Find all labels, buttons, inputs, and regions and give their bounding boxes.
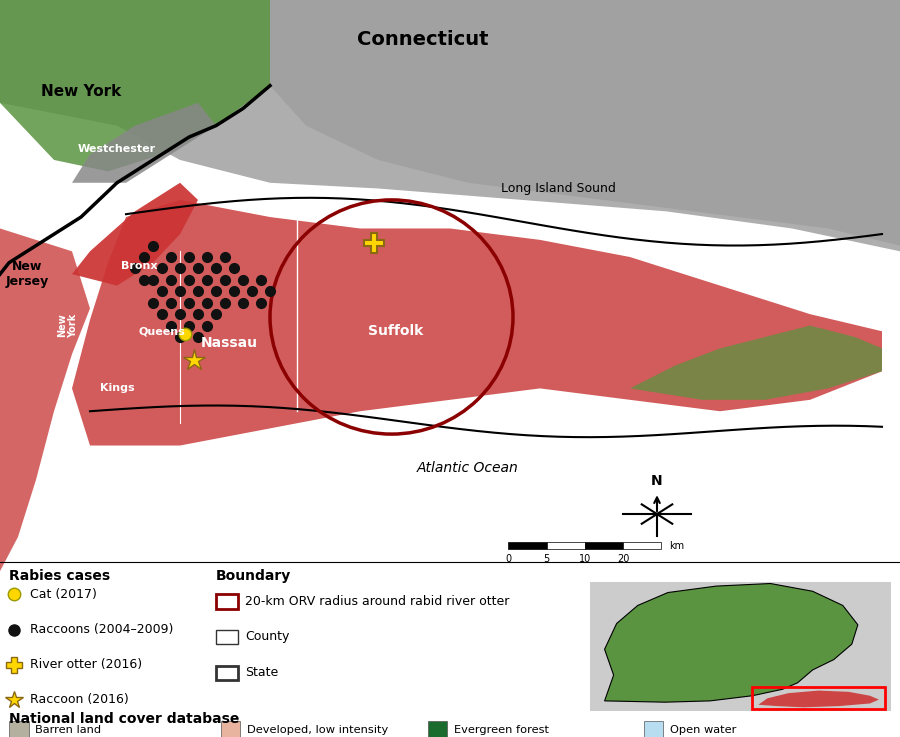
Polygon shape xyxy=(72,103,216,183)
Polygon shape xyxy=(72,183,198,286)
Bar xyxy=(508,542,546,550)
Text: Developed, low intensity: Developed, low intensity xyxy=(247,724,388,735)
Text: Kings: Kings xyxy=(100,383,134,394)
Text: 5: 5 xyxy=(544,554,550,564)
Text: N: N xyxy=(652,474,662,488)
Polygon shape xyxy=(590,582,891,711)
Polygon shape xyxy=(270,0,900,245)
Text: Raccoon (2016): Raccoon (2016) xyxy=(30,694,129,707)
FancyBboxPatch shape xyxy=(644,721,663,737)
Text: River otter (2016): River otter (2016) xyxy=(30,658,142,671)
Polygon shape xyxy=(72,200,882,445)
Text: Evergreen forest: Evergreen forest xyxy=(454,724,549,735)
Text: National land cover database: National land cover database xyxy=(9,712,239,726)
Text: State: State xyxy=(245,666,278,680)
Text: Cat (2017): Cat (2017) xyxy=(30,588,96,601)
Text: 20: 20 xyxy=(617,554,629,564)
Polygon shape xyxy=(0,0,900,251)
FancyBboxPatch shape xyxy=(216,629,238,644)
Text: 20-km ORV radius around rabid river otter: 20-km ORV radius around rabid river otte… xyxy=(245,595,509,608)
Text: 0: 0 xyxy=(506,554,511,564)
FancyBboxPatch shape xyxy=(9,721,29,737)
Polygon shape xyxy=(605,584,858,702)
Text: Nassau: Nassau xyxy=(201,336,258,349)
Bar xyxy=(752,687,885,709)
Polygon shape xyxy=(630,326,882,399)
Polygon shape xyxy=(0,228,90,571)
Polygon shape xyxy=(759,691,879,708)
Text: Raccoons (2004–2009): Raccoons (2004–2009) xyxy=(30,623,173,636)
Bar xyxy=(623,542,662,550)
Text: Open water: Open water xyxy=(670,724,736,735)
FancyBboxPatch shape xyxy=(428,721,447,737)
Text: New York: New York xyxy=(40,84,122,99)
FancyBboxPatch shape xyxy=(216,666,238,680)
Text: Connecticut: Connecticut xyxy=(357,30,489,49)
Text: Rabies cases: Rabies cases xyxy=(9,569,110,583)
Text: Long Island Sound: Long Island Sound xyxy=(500,182,616,195)
Text: Atlantic Ocean: Atlantic Ocean xyxy=(417,461,519,475)
Bar xyxy=(546,542,585,550)
Polygon shape xyxy=(0,0,270,172)
Text: Westchester: Westchester xyxy=(78,144,156,153)
Text: Suffolk: Suffolk xyxy=(368,324,424,338)
Text: Queens: Queens xyxy=(139,326,185,336)
Text: County: County xyxy=(245,630,289,643)
Text: km: km xyxy=(669,541,684,551)
Text: 10: 10 xyxy=(579,554,591,564)
Text: New
York: New York xyxy=(57,313,78,338)
Text: Barren land: Barren land xyxy=(35,724,101,735)
Bar xyxy=(585,542,623,550)
Text: Boundary: Boundary xyxy=(216,569,292,583)
Text: Bronx: Bronx xyxy=(122,261,158,270)
Text: New
Jersey: New Jersey xyxy=(5,260,49,288)
FancyBboxPatch shape xyxy=(220,721,240,737)
